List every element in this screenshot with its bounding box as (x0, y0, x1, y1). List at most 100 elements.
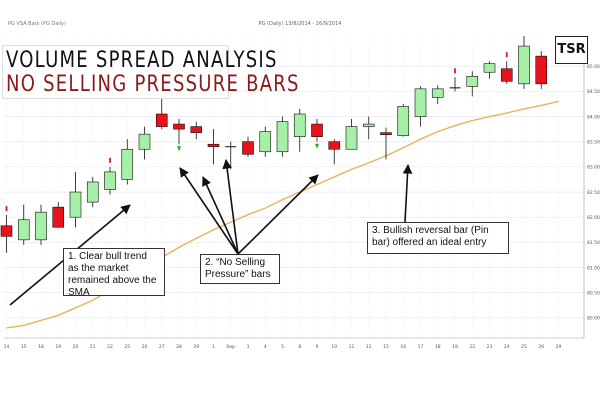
candle-body (52, 206, 65, 228)
candle-body (276, 121, 289, 153)
candle (190, 121, 203, 140)
sma-line (6, 100, 559, 329)
symbol-label: PG VSA Bars (PG Daily) (8, 21, 66, 27)
candle (104, 166, 116, 195)
title-panel (2, 45, 229, 99)
candle-body (483, 63, 496, 73)
y-tick-label: 81.00 (587, 265, 600, 271)
arrow-nsp-1 (179, 167, 239, 255)
candle (535, 51, 548, 89)
x-tick-label: 18 (38, 344, 44, 350)
annotation-no-selling-pressure: 2. “No Selling Pressure” bars (200, 254, 280, 284)
candle-body (207, 143, 220, 148)
candle (414, 86, 427, 127)
candle (155, 98, 168, 130)
candle-body (535, 55, 548, 85)
candle (518, 36, 530, 89)
y-tick-label: 84.00 (587, 114, 600, 120)
buy-signal-marker (315, 143, 319, 149)
candle (52, 202, 65, 228)
sell-signal-marker (5, 206, 8, 212)
candle-body (311, 123, 323, 137)
candle-body (259, 131, 272, 153)
x-tick-label: 15 (383, 344, 389, 350)
candle (483, 61, 496, 79)
candle-body (173, 123, 185, 130)
candle (259, 126, 272, 157)
x-tick-label: 4 (264, 344, 267, 350)
candle (380, 127, 392, 160)
candle-body (397, 106, 410, 136)
buy-signal-marker (177, 146, 181, 152)
candle-body (500, 68, 513, 82)
x-tick-label: Sep (227, 344, 236, 350)
x-tick-label: 20 (73, 344, 79, 350)
candle (276, 116, 289, 157)
title-line-1: VOLUME SPREAD ANALYSIS (6, 48, 278, 73)
y-tick-label: 80.50 (587, 291, 600, 297)
y-tick-label: 85.00 (587, 64, 600, 70)
candle-body (431, 88, 444, 98)
candle (173, 119, 185, 145)
candle-body (293, 113, 306, 137)
x-tick-label: 26 (538, 344, 544, 350)
x-tick-label: 22 (107, 344, 113, 350)
candle (242, 136, 254, 157)
sell-signal-marker (454, 68, 456, 74)
x-tick-label: 25 (124, 344, 130, 350)
candle-body (155, 113, 168, 127)
candle (138, 126, 151, 160)
x-tick-label: 17 (418, 344, 424, 350)
candle (17, 204, 30, 245)
candle (207, 129, 220, 165)
candle-body (380, 132, 392, 135)
candle (328, 139, 341, 165)
candle (362, 116, 375, 140)
x-tick-label: 5 (281, 344, 284, 350)
x-tick-label: 25 (521, 344, 527, 350)
x-tick-label: 12 (366, 344, 372, 350)
sell-signal-marker (505, 52, 508, 58)
candle-body (0, 225, 13, 237)
candle (311, 119, 323, 142)
x-tick-label: 28 (176, 344, 182, 350)
x-tick-label: 16 (400, 344, 406, 350)
candle (500, 61, 513, 84)
x-tick-label: 18 (435, 344, 441, 350)
candle-body (414, 88, 427, 117)
candle (121, 139, 134, 185)
candle-body (466, 75, 479, 87)
arrow-pin-bar (402, 164, 413, 223)
title-line-2: NO SELLING PRESSURE BARS (6, 72, 300, 97)
y-tick-label: 82.50 (587, 190, 600, 196)
arrow-nsp-3 (222, 159, 239, 255)
y-tick-label: 80.00 (587, 316, 600, 322)
y-tick-label: 83.50 (587, 140, 600, 146)
x-tick-label: 22 (469, 344, 475, 350)
candle (449, 77, 461, 92)
candle-body (190, 126, 203, 133)
x-tick-label: 8 (298, 344, 301, 350)
x-tick-label: 14 (4, 344, 10, 350)
x-tick-label: 9 (316, 344, 319, 350)
candle-body (17, 219, 30, 241)
y-tick-label: 84.50 (587, 89, 600, 95)
arrow-nsp-2 (202, 176, 239, 255)
candle-body (518, 45, 530, 85)
x-tick-label: 24 (504, 344, 510, 350)
candle-body (345, 126, 358, 150)
brand-logo: TSR (555, 36, 588, 64)
candle-body (69, 191, 82, 218)
sell-signal-marker (109, 157, 111, 163)
y-tick-label: 82.00 (587, 215, 600, 221)
x-tick-label: 27 (159, 344, 165, 350)
candle-body (86, 181, 99, 203)
candle (0, 215, 13, 253)
y-tick-label: 83.00 (587, 165, 600, 171)
candle-body (138, 133, 151, 150)
candle (397, 103, 410, 137)
candle (35, 204, 47, 245)
x-tick-label: 15 (21, 344, 27, 350)
